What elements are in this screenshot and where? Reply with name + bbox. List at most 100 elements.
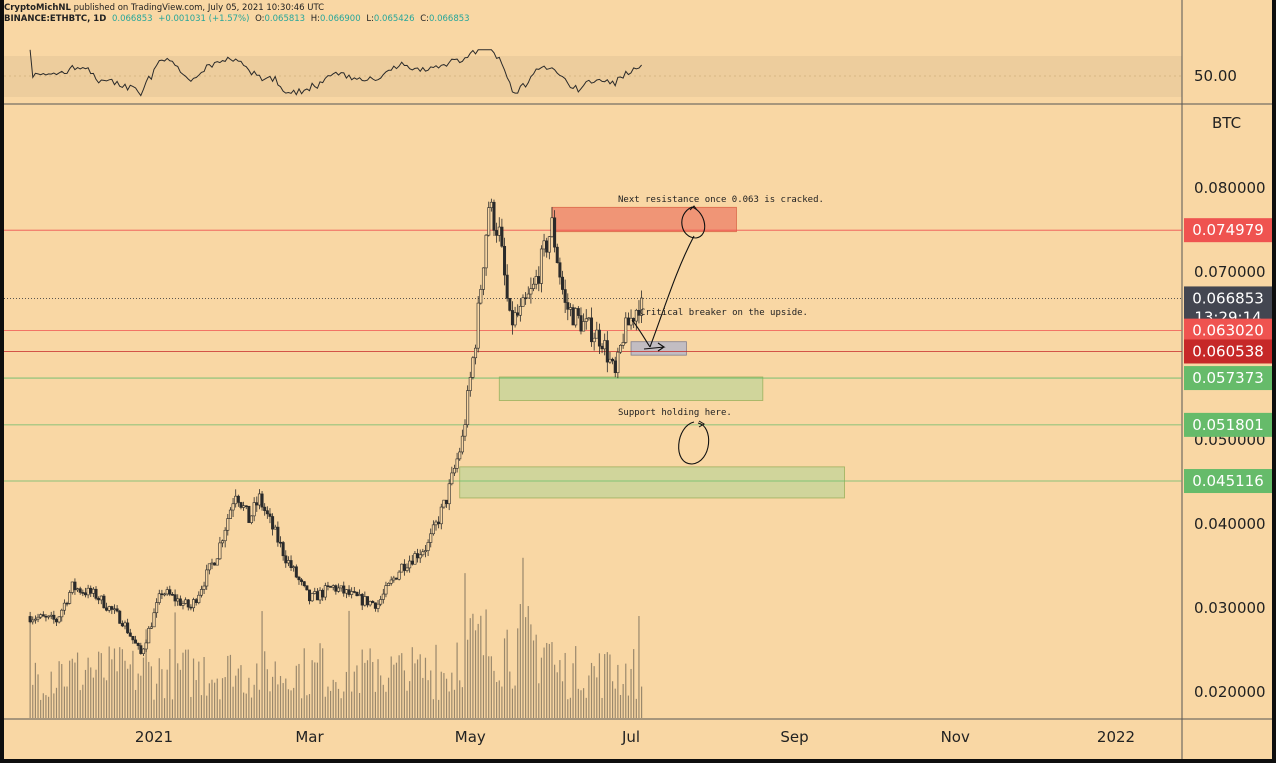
volume-bar <box>604 654 606 718</box>
candle-body <box>223 529 227 542</box>
volume-bar <box>416 659 419 718</box>
volume-bar <box>461 687 463 718</box>
candle-body <box>242 505 246 508</box>
candle-body <box>218 542 222 560</box>
volume-bar <box>593 666 595 718</box>
volume-bar <box>277 684 279 718</box>
candle-body <box>197 594 201 603</box>
volume-bar <box>240 665 242 718</box>
volume-bar <box>477 623 479 718</box>
volume-bar <box>622 683 624 718</box>
candle-body <box>268 513 272 517</box>
volume-bar <box>198 661 200 718</box>
volume-bar <box>272 676 274 718</box>
volume-bar <box>575 646 577 718</box>
y-tick-label: 0.020000 <box>1194 683 1266 701</box>
volume-bar <box>382 684 384 718</box>
support-zone[interactable] <box>459 466 845 499</box>
candle-body <box>500 226 504 247</box>
price-chart[interactable]: 50.00 BTC 0.0800000.0700000.0500000.0400… <box>4 0 1272 759</box>
price-tag-label: 0.060538 <box>1192 342 1264 360</box>
candle-body <box>458 451 462 460</box>
candle-body <box>561 276 565 290</box>
price-tag <box>1184 412 1272 437</box>
candle-body <box>518 306 522 316</box>
candle-body <box>587 317 591 320</box>
candle-body <box>273 526 277 530</box>
price-tag-label: 0.057373 <box>1192 369 1264 387</box>
candle-body <box>379 599 383 605</box>
volume-bar <box>387 677 390 718</box>
candle-body <box>331 585 335 588</box>
volume-bars <box>29 557 643 718</box>
volume-bar <box>119 647 121 718</box>
candle-body <box>160 593 164 596</box>
resistance-zone[interactable] <box>551 206 737 233</box>
volume-bar <box>501 686 503 718</box>
volume-bar <box>127 668 129 718</box>
candle-body <box>434 521 438 526</box>
candle-body <box>118 610 122 624</box>
volume-bar <box>564 652 566 718</box>
candle-body <box>384 585 388 595</box>
candle-body <box>178 598 182 606</box>
candle-body <box>442 499 446 508</box>
candle-body <box>294 566 298 578</box>
volume-bar <box>134 689 137 718</box>
candle-body <box>590 317 594 343</box>
candle-body <box>437 521 441 525</box>
volume-bar <box>121 649 123 718</box>
candle-body <box>537 276 541 284</box>
price-tags: 0.0749790.06685313:29:140.0630200.060538… <box>1184 218 1272 494</box>
volume-bar <box>235 675 237 718</box>
volume-bar <box>174 612 176 718</box>
author-name[interactable]: CryptoMichNL <box>4 3 71 13</box>
volume-bar <box>493 670 495 718</box>
candle-body <box>68 592 72 604</box>
volume-bar <box>171 699 174 718</box>
support-zone[interactable] <box>498 376 764 401</box>
candle-body <box>629 317 633 326</box>
volume-bar <box>214 682 216 718</box>
volume-bar <box>503 638 506 718</box>
open-value: 0.065813 <box>264 14 306 24</box>
volume-bar <box>401 653 403 718</box>
unit-label: BTC <box>1212 114 1241 132</box>
volume-bar <box>456 642 458 718</box>
candle-body <box>107 606 111 611</box>
volume-bar <box>393 664 395 718</box>
volume-bar <box>538 683 540 718</box>
projection-arrow-up <box>649 235 695 348</box>
candle-body <box>329 586 333 588</box>
volume-bar <box>195 680 197 718</box>
volume-bar <box>438 699 440 718</box>
volume-bar <box>324 696 326 718</box>
volume-bar <box>100 653 102 718</box>
volume-bar <box>427 680 429 718</box>
candle-body <box>76 588 80 591</box>
volume-bar <box>266 669 268 718</box>
symbol-label[interactable]: BINANCE:ETHBTC, 1D <box>4 14 107 24</box>
candle-body <box>487 207 491 236</box>
candle-body <box>547 236 551 253</box>
price-tag <box>1184 469 1272 494</box>
volume-bar <box>208 683 210 718</box>
candle-body <box>640 297 644 316</box>
candle-body <box>236 495 240 503</box>
candle-body <box>184 599 188 604</box>
candle-body <box>574 308 578 326</box>
candle-body <box>284 555 288 564</box>
volume-bar <box>364 662 366 718</box>
candle-body <box>508 298 512 311</box>
candle-body <box>360 594 364 606</box>
candle-body <box>387 582 391 586</box>
volume-bar <box>606 652 608 718</box>
open-label: O: <box>255 14 265 24</box>
volume-bar <box>430 670 432 718</box>
candle-body <box>489 201 493 208</box>
candle-body <box>186 599 190 608</box>
candle-body <box>542 240 546 250</box>
volume-bar <box>300 698 303 718</box>
volume-bar <box>245 693 247 718</box>
volume-bar <box>37 674 39 718</box>
